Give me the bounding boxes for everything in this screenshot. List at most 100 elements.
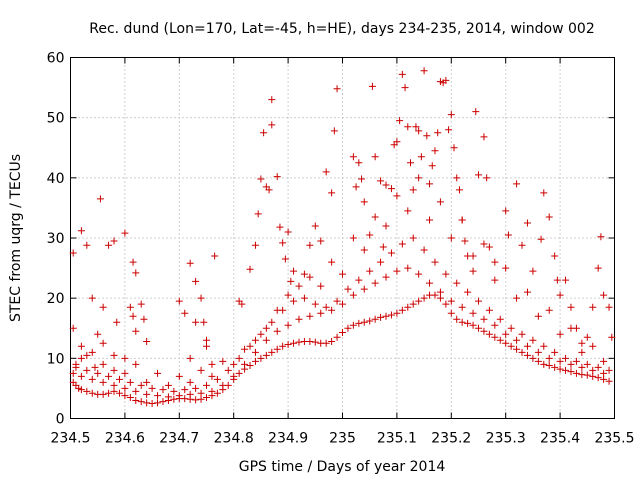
data-point: [121, 369, 129, 377]
data-point: [186, 259, 194, 267]
data-point: [137, 398, 145, 406]
data-point: [355, 159, 363, 167]
data-point: [154, 399, 162, 407]
data-point: [545, 213, 553, 221]
data-point: [398, 306, 406, 314]
data-point: [458, 216, 466, 224]
data-point: [197, 366, 205, 374]
data-point: [268, 96, 276, 104]
data-point: [284, 340, 292, 348]
data-point: [491, 258, 499, 266]
data-point: [154, 392, 162, 400]
data-point: [407, 159, 414, 167]
data-point: [393, 192, 401, 200]
data-point: [143, 390, 151, 398]
data-point: [404, 303, 412, 311]
data-point: [211, 252, 219, 260]
data-point: [529, 354, 537, 362]
data-point: [583, 333, 591, 341]
data-point: [583, 371, 591, 379]
data-point: [192, 384, 200, 392]
data-point: [197, 389, 205, 397]
data-point: [306, 312, 314, 320]
y-tick-label: 30: [47, 231, 65, 247]
x-tick-label: 235.5: [594, 431, 634, 447]
data-point: [186, 354, 194, 362]
data-point: [333, 85, 341, 93]
data-point: [507, 342, 515, 350]
data-point: [434, 129, 442, 137]
x-tick-label: 234.9: [268, 431, 308, 447]
data-point: [513, 336, 521, 344]
data-point: [230, 372, 238, 380]
data-point: [344, 285, 352, 293]
data-point: [295, 282, 303, 290]
data-point: [257, 354, 265, 362]
data-point: [132, 327, 140, 335]
data-point: [91, 363, 99, 371]
data-points: [69, 67, 616, 407]
data-point: [469, 267, 477, 275]
data-point: [420, 67, 428, 75]
data-point: [366, 231, 374, 239]
data-point: [281, 255, 289, 263]
data-point: [464, 288, 472, 296]
data-point: [159, 398, 167, 406]
data-point: [513, 294, 521, 302]
data-point: [431, 258, 439, 266]
data-point: [99, 339, 107, 347]
data-point: [339, 270, 346, 278]
data-point: [491, 276, 499, 284]
x-tick-label: 234.6: [105, 431, 145, 447]
data-point: [589, 366, 597, 374]
data-point: [181, 395, 189, 403]
data-point: [368, 82, 376, 90]
data-point: [393, 309, 401, 317]
data-point: [472, 108, 480, 116]
y-tick-label: 20: [47, 291, 65, 307]
data-point: [578, 363, 586, 371]
data-point: [453, 315, 461, 323]
data-point: [594, 363, 602, 371]
x-axis: 234.5 234.6 234.7 234.8 234.9 235 235.1 235.2 23…: [50, 57, 635, 447]
data-point: [461, 237, 469, 245]
data-point: [88, 389, 96, 397]
data-point: [540, 342, 548, 350]
data-point: [409, 300, 417, 308]
data-point: [371, 315, 379, 323]
data-point: [257, 175, 265, 183]
data-point: [431, 291, 439, 299]
data-point: [578, 339, 586, 347]
data-point: [605, 366, 613, 374]
data-point: [401, 84, 409, 92]
data-point: [126, 393, 134, 401]
data-point: [344, 324, 352, 332]
data-point: [480, 315, 488, 323]
data-point: [371, 153, 379, 161]
data-point: [349, 153, 357, 161]
data-point: [99, 360, 107, 368]
data-point: [328, 306, 336, 314]
data-point: [110, 237, 118, 245]
data-point: [600, 291, 608, 299]
data-point: [181, 309, 189, 317]
data-point: [99, 378, 107, 386]
data-point: [148, 399, 156, 407]
data-point: [382, 181, 390, 189]
data-point: [83, 387, 91, 395]
data-point: [306, 337, 314, 345]
data-point: [513, 345, 521, 353]
data-point: [132, 387, 140, 395]
x-tick-label: 234.8: [214, 431, 254, 447]
data-point: [115, 389, 123, 397]
data-point: [208, 387, 216, 395]
data-point: [251, 357, 259, 365]
data-point: [567, 360, 575, 368]
data-point: [423, 132, 431, 140]
data-point: [262, 324, 270, 332]
data-point: [192, 318, 200, 326]
x-axis-label: GPS time / Days of year 2014: [239, 459, 446, 475]
data-point: [504, 231, 512, 239]
data-point: [328, 189, 336, 197]
data-point: [208, 372, 216, 380]
